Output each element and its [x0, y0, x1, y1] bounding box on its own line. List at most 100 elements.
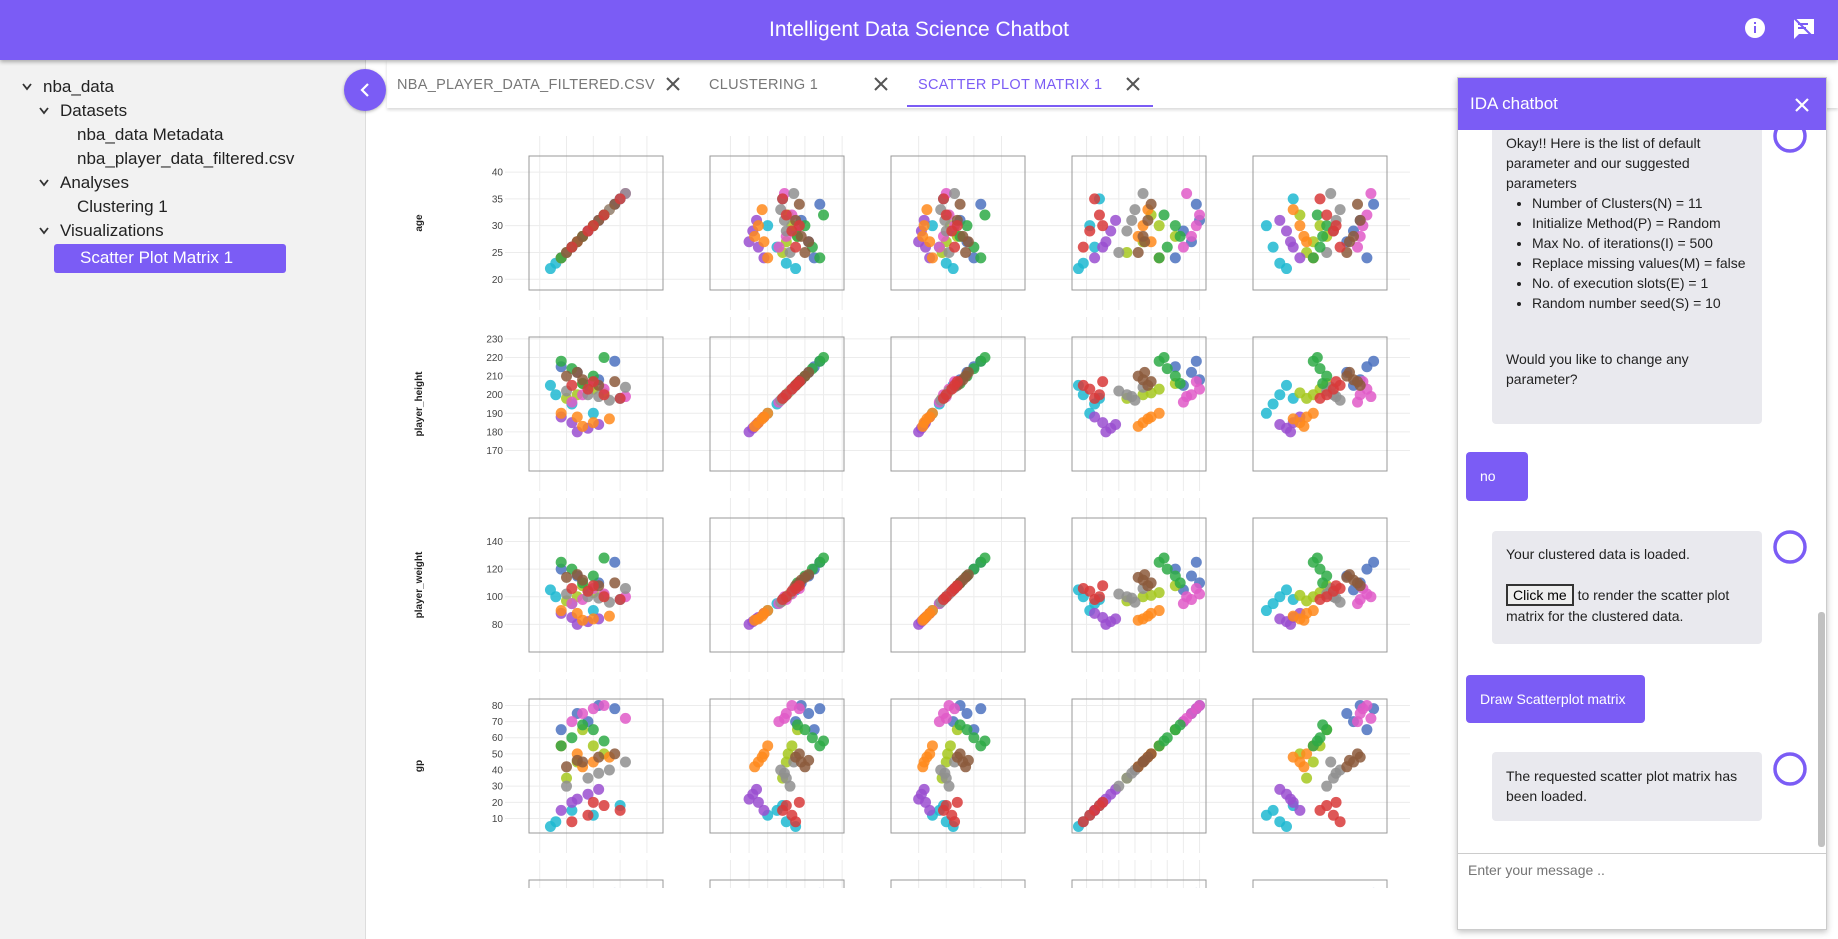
- data-point: [806, 732, 818, 744]
- expand-icon[interactable]: [38, 106, 50, 116]
- data-point: [1274, 214, 1286, 226]
- data-point: [1089, 241, 1101, 253]
- data-point: [577, 935, 588, 939]
- data-point: [1352, 198, 1364, 210]
- data-point: [1113, 246, 1125, 258]
- tab[interactable]: CLUSTERING 1: [709, 77, 819, 93]
- y-tick-label: 60: [492, 733, 504, 744]
- data-point: [603, 764, 615, 776]
- data-point: [582, 788, 594, 800]
- data-point: [1321, 935, 1332, 939]
- data-point: [1139, 754, 1151, 766]
- close-tab[interactable]: [873, 76, 889, 92]
- message-text: Would you like to change any parameter?: [1506, 351, 1689, 387]
- data-point: [952, 935, 963, 939]
- data-point: [1113, 780, 1125, 792]
- data-point: [1281, 379, 1292, 391]
- data-point: [962, 754, 974, 766]
- data-point: [1328, 928, 1339, 939]
- data-point: [924, 804, 936, 816]
- close-tab[interactable]: [1125, 76, 1141, 92]
- close-tab[interactable]: [665, 76, 681, 92]
- message-text: to render the scatter plot matrix for th…: [1506, 587, 1730, 624]
- data-point: [561, 772, 573, 784]
- data-point: [1190, 355, 1202, 367]
- data-point: [1365, 712, 1377, 724]
- expand-icon[interactable]: [21, 82, 33, 92]
- data-point: [1190, 556, 1202, 568]
- data-point: [1331, 925, 1342, 936]
- data-point: [762, 220, 774, 232]
- collapse-button[interactable]: [344, 69, 386, 111]
- chat-toggle-icon[interactable]: [1792, 16, 1816, 40]
- message-input[interactable]: [1458, 853, 1826, 929]
- expand-icon[interactable]: [38, 226, 50, 236]
- data-point: [587, 605, 599, 617]
- data-point: [587, 220, 599, 232]
- data-point: [1298, 761, 1310, 773]
- data-point: [1194, 901, 1205, 912]
- y-tick-label: 80: [492, 701, 504, 712]
- data-point: [1097, 220, 1109, 232]
- tree-group[interactable]: Datasets: [60, 101, 128, 120]
- panel-frame: [709, 698, 845, 834]
- data-point: [921, 204, 933, 216]
- data-point: [1301, 772, 1313, 784]
- tree-item[interactable]: Scatter Plot Matrix 1: [80, 248, 234, 267]
- data-point: [777, 804, 789, 816]
- tree-item[interactable]: nba_player_data_filtered.csv: [77, 149, 295, 168]
- tree-item[interactable]: nba_data Metadata: [77, 125, 224, 144]
- render-button[interactable]: Click me: [1506, 584, 1574, 606]
- tree-item[interactable]: Clustering 1: [77, 197, 168, 216]
- data-point: [566, 396, 578, 408]
- tab[interactable]: NBA_PLAYER_DATA_FILTERED.CSV: [397, 77, 655, 93]
- tab[interactable]: SCATTER PLOT MATRIX 1: [918, 77, 1103, 93]
- data-point: [1365, 891, 1376, 902]
- data-point: [544, 379, 556, 391]
- data-point: [937, 193, 949, 205]
- info-icon[interactable]: [1743, 16, 1767, 40]
- panel-frame: [1071, 698, 1207, 834]
- data-point: [1100, 618, 1112, 630]
- parameter-item: Replace missing values(M) = false: [1532, 253, 1748, 273]
- close-chat[interactable]: [1794, 97, 1810, 113]
- data-point: [968, 732, 980, 744]
- data-point: [566, 598, 578, 610]
- data-point: [1089, 594, 1101, 606]
- data-point: [917, 230, 929, 242]
- data-point: [780, 257, 792, 269]
- data-point: [803, 236, 815, 248]
- y-tick-label: 30: [492, 782, 504, 793]
- data-point: [784, 780, 796, 792]
- data-point: [951, 376, 963, 388]
- data-point: [587, 796, 599, 808]
- data-point: [1334, 816, 1346, 828]
- data-point: [604, 921, 615, 932]
- tree-root[interactable]: nba_data: [43, 77, 114, 96]
- data-point: [1194, 209, 1206, 221]
- data-point: [793, 748, 805, 760]
- expand-icon[interactable]: [38, 178, 50, 188]
- data-point: [1285, 618, 1297, 630]
- data-point: [749, 420, 761, 432]
- data-point: [1113, 588, 1125, 600]
- data-point: [1142, 214, 1154, 226]
- data-point: [1174, 230, 1186, 242]
- data-point: [1330, 220, 1342, 232]
- data-point: [818, 351, 830, 363]
- tree-group[interactable]: Visualizations: [60, 221, 164, 240]
- data-point: [954, 198, 966, 210]
- data-point: [582, 928, 593, 939]
- data-point: [593, 767, 605, 779]
- y-tick-label: 220: [486, 353, 503, 364]
- data-point: [961, 935, 972, 939]
- tree-group[interactable]: Analyses: [60, 173, 129, 192]
- data-point: [1132, 614, 1144, 626]
- data-point: [1274, 613, 1286, 625]
- data-point: [793, 376, 805, 388]
- data-point: [818, 209, 830, 221]
- data-point: [793, 580, 805, 592]
- data-point: [593, 783, 605, 795]
- data-point: [588, 899, 599, 910]
- data-point: [944, 935, 955, 939]
